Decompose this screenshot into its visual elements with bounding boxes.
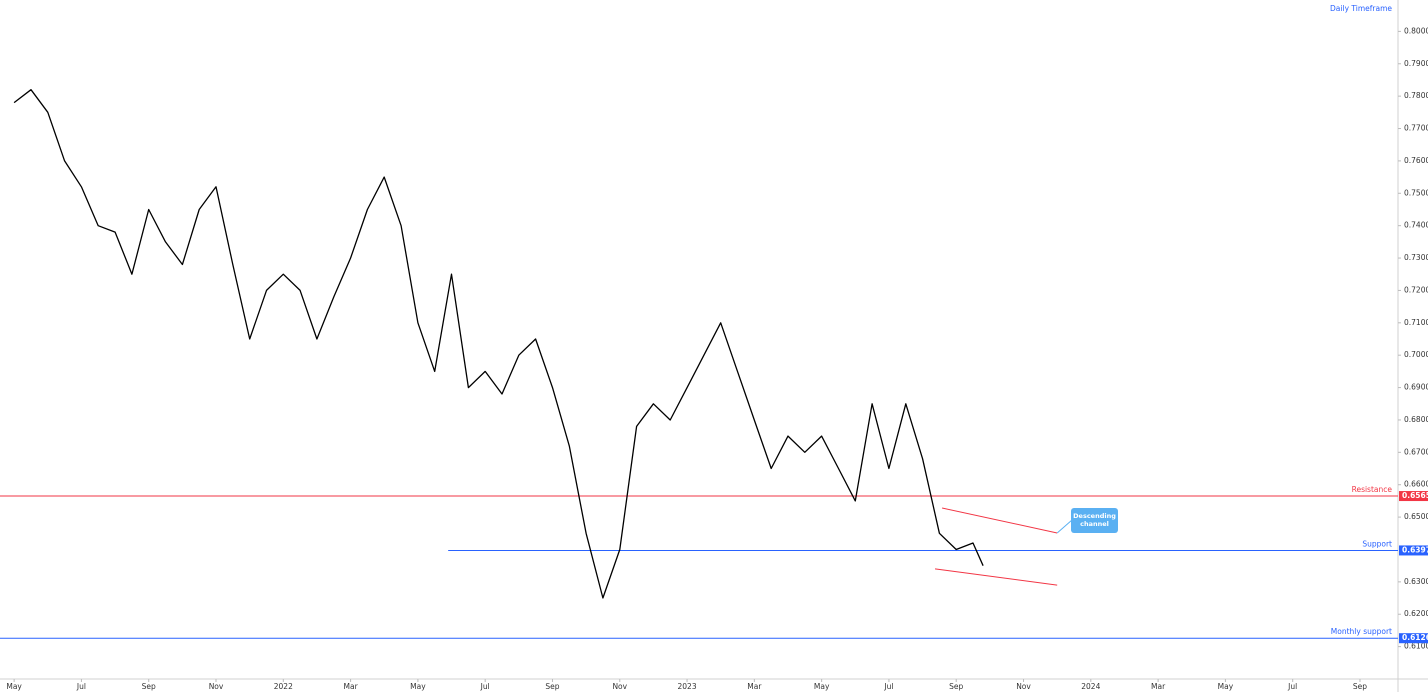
x-tick-label: Jul [1287,682,1297,691]
x-tick-label: Jul [76,682,86,691]
callout-pointer [1056,519,1073,534]
x-tick-label: Sep [545,682,559,691]
x-tick-label: 2022 [274,682,293,691]
x-tick-label: 2023 [678,682,697,691]
x-tick-label: May [814,682,830,691]
price-line [13,89,984,599]
annotation: Descending channel [1071,508,1118,533]
level-price-label: 0.63970 [1402,545,1428,554]
x-tick-label: Nov [612,682,627,691]
level-price-label: 0.65650 [1402,491,1428,500]
x-tick-label: Mar [747,682,762,691]
chart-title: Daily Timeframe [1330,4,1392,13]
channel-line [934,568,1058,586]
level-name: Support [1362,539,1392,548]
x-tick-label: Nov [1016,682,1031,691]
level-name: Monthly support [1331,627,1392,636]
y-tick-label: 0.80000 [1404,26,1428,35]
channel-line [941,507,1058,534]
level-label-box [1399,545,1428,556]
level-label-box [1399,491,1428,502]
x-tick-label: Sep [1353,682,1367,691]
x-tick-label: Sep [142,682,156,691]
x-tick-label: May [1218,682,1234,691]
x-tick-label: Sep [949,682,963,691]
x-tick-label: Jul [883,682,893,691]
x-tick-label: Mar [344,682,359,691]
x-tick-label: 2024 [1081,682,1100,691]
x-tick-label: May [6,682,22,691]
x-tick-label: Mar [1151,682,1166,691]
level-label-box [1399,633,1428,644]
x-tick-label: Jul [480,682,490,691]
level-price-label: 0.61260 [1402,633,1428,642]
x-tick-label: Nov [209,682,224,691]
x-tick-label: May [410,682,426,691]
level-name: Resistance [1352,485,1393,494]
